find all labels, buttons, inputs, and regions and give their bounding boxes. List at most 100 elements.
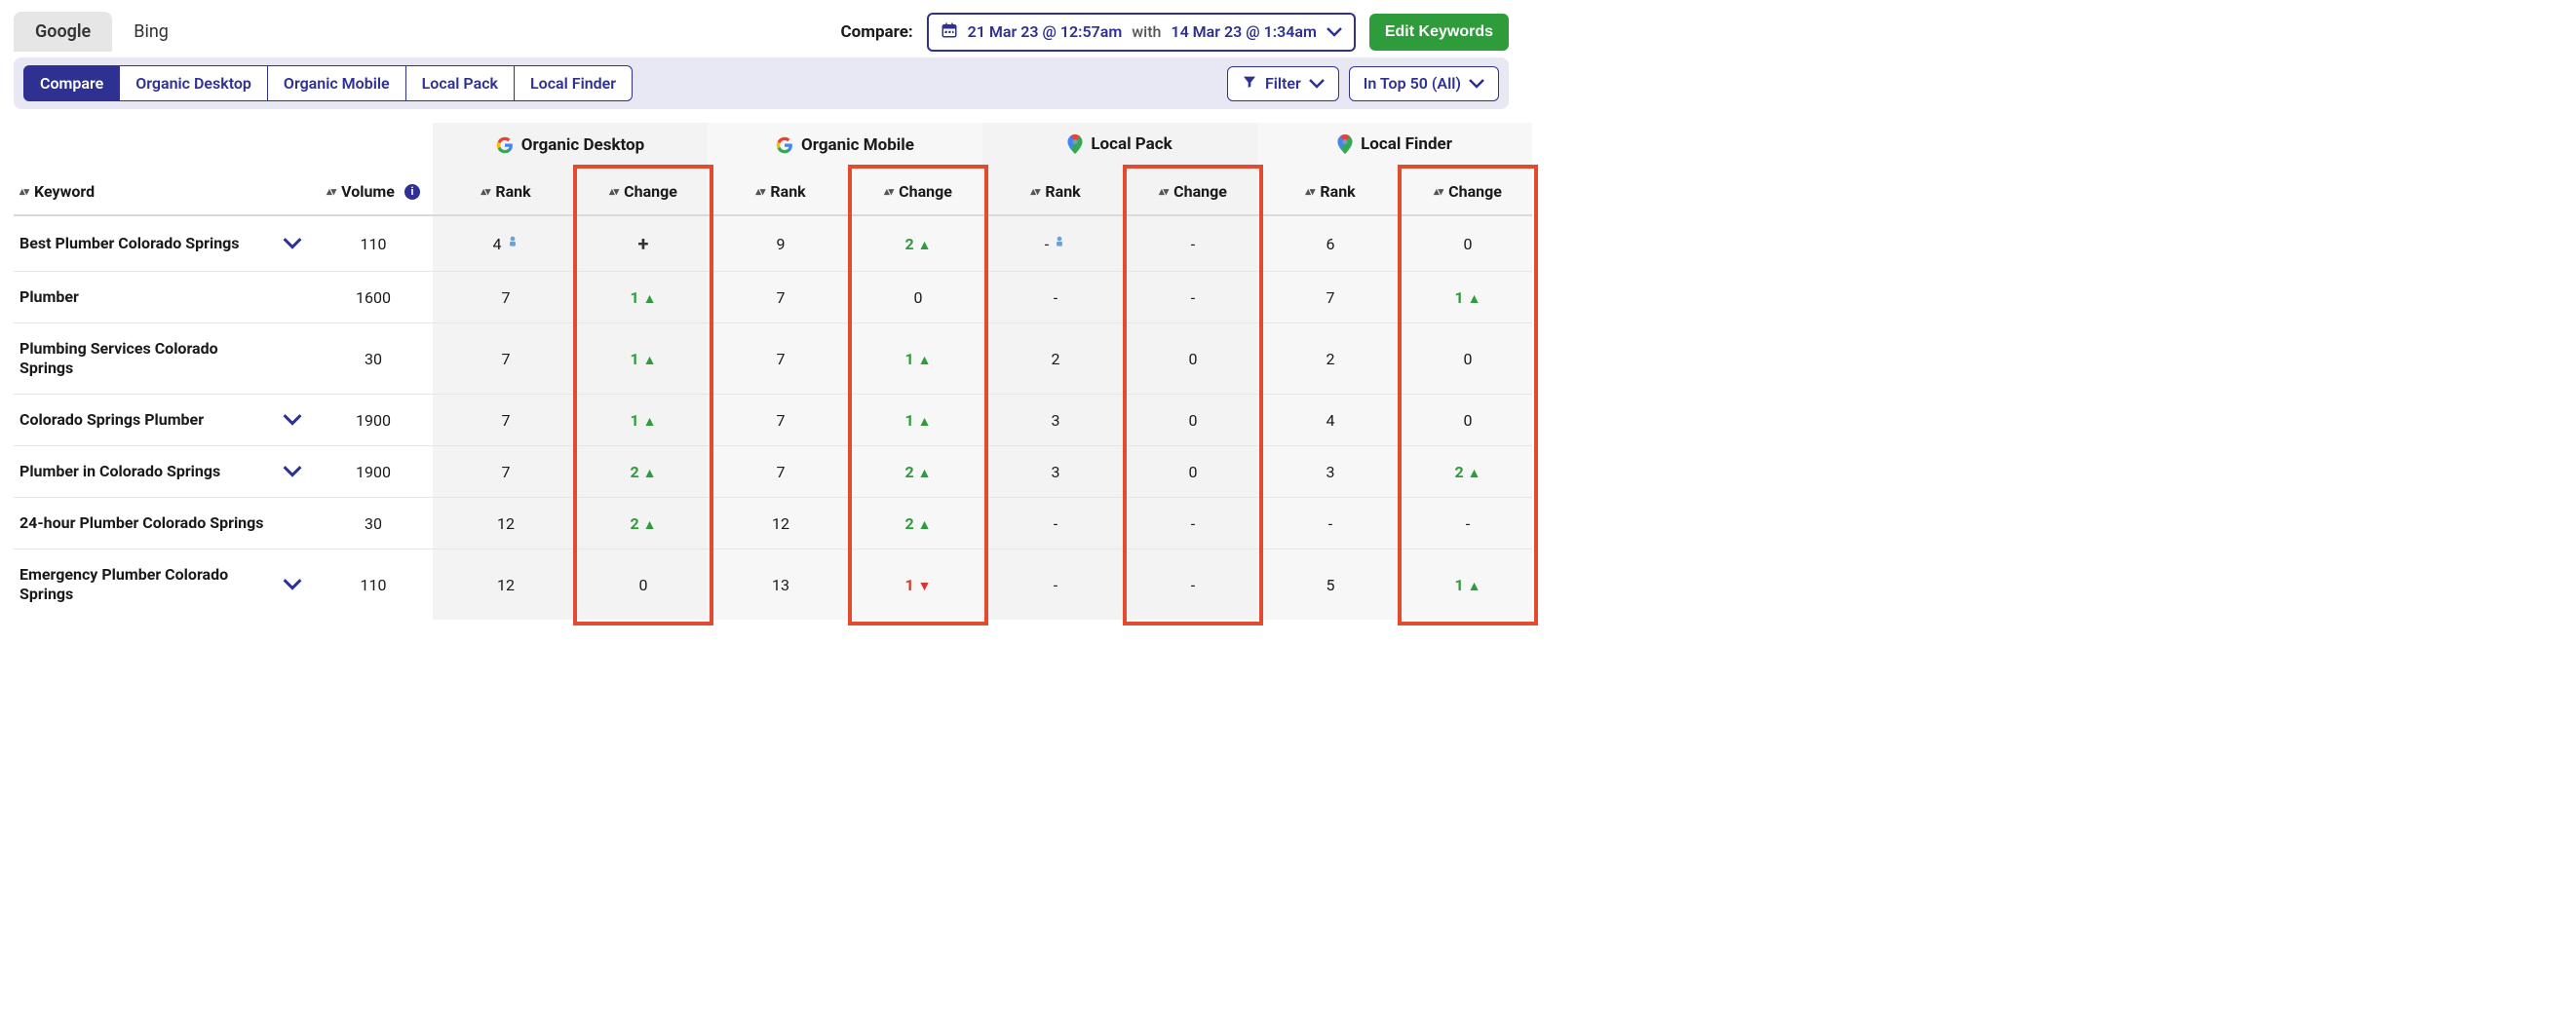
od-rank-cell: 7 [433, 323, 579, 395]
lf-change-cell: 2▲ [1403, 446, 1532, 498]
od-rank-cell: 4 [433, 215, 579, 272]
om-change-cell: 2▲ [854, 498, 982, 549]
od-rank-cell: 12 [433, 549, 579, 621]
group-header-organic-mobile: Organic Mobile [708, 123, 982, 170]
arrow-up-icon: ▲ [918, 238, 932, 253]
filter-button[interactable]: Filter [1227, 66, 1339, 101]
lp-rank-cell: - [982, 272, 1129, 323]
chevron-down-icon [1309, 74, 1325, 93]
lp-rank-cell: 2 [982, 323, 1129, 395]
lp-change-cell: 0 [1129, 395, 1257, 446]
col-volume[interactable]: ▴▾Volumei [314, 170, 433, 215]
od-rank-cell: 7 [433, 272, 579, 323]
om-rank-cell: 7 [708, 323, 854, 395]
om-change-cell: 1▼ [854, 549, 982, 621]
tab-google[interactable]: Google [14, 12, 112, 52]
lp-rank-cell: 3 [982, 446, 1129, 498]
volume-cell: 1900 [314, 395, 433, 446]
keyword-text: Plumber [19, 287, 79, 307]
om-rank-cell: 7 [708, 446, 854, 498]
tab-bing[interactable]: Bing [112, 12, 190, 52]
col-lf-rank[interactable]: ▴▾Rank [1257, 170, 1403, 215]
view-tab-organic-desktop[interactable]: Organic Desktop [120, 65, 268, 101]
lp-rank-cell: - [982, 498, 1129, 549]
om-rank-cell: 7 [708, 272, 854, 323]
compare-with-text: with [1132, 22, 1161, 41]
view-tab-local-pack[interactable]: Local Pack [406, 65, 515, 101]
lf-rank-cell: 5 [1257, 549, 1403, 621]
top-bar: Google Bing Compare: 21 Mar 23 @ 12:57am… [14, 12, 1509, 52]
expand-row-icon[interactable] [283, 235, 302, 253]
expand-row-icon[interactable] [283, 463, 302, 481]
col-lp-change[interactable]: ▴▾Change [1129, 170, 1257, 215]
calendar-icon [941, 21, 958, 43]
col-lp-rank[interactable]: ▴▾Rank [982, 170, 1129, 215]
lf-rank-cell: 7 [1257, 272, 1403, 323]
group-header-local-pack: Local Pack [982, 123, 1257, 170]
om-rank-cell: 13 [708, 549, 854, 621]
table-row: Plumber in Colorado Springs190072▲72▲303… [14, 446, 1532, 498]
sort-icon: ▴▾ [19, 186, 28, 197]
view-tab-compare[interactable]: Compare [23, 65, 120, 101]
table-row: 24-hour Plumber Colorado Springs30122▲12… [14, 498, 1532, 549]
om-change-cell: 0 [854, 272, 982, 323]
table-row: Plumbing Services Colorado Springs3071▲7… [14, 323, 1532, 395]
lp-change-cell: 0 [1129, 323, 1257, 395]
lf-rank-cell: 4 [1257, 395, 1403, 446]
lp-rank-cell: 3 [982, 395, 1129, 446]
lf-rank-cell: 2 [1257, 323, 1403, 395]
expand-row-icon[interactable] [283, 411, 302, 430]
sort-icon: ▴▾ [1434, 186, 1442, 197]
keyword-text: Plumbing Services Colorado Springs [19, 339, 273, 378]
sort-icon: ▴▾ [1305, 186, 1314, 197]
om-rank-cell: 7 [708, 395, 854, 446]
sort-icon: ▴▾ [1159, 186, 1168, 197]
od-rank-cell: 12 [433, 498, 579, 549]
keyword-text: Best Plumber Colorado Springs [19, 234, 240, 253]
od-change-cell: 2▲ [579, 446, 708, 498]
sort-icon: ▴▾ [327, 186, 335, 197]
col-om-change[interactable]: ▴▾Change [854, 170, 982, 215]
lp-change-cell: - [1129, 215, 1257, 272]
rank-table: Organic Desktop Organic Mobile Local Pac… [14, 123, 1509, 620]
lp-rank-cell: - [982, 549, 1129, 621]
arrow-up-icon: ▲ [918, 517, 932, 533]
info-icon[interactable]: i [404, 184, 420, 200]
col-od-rank[interactable]: ▴▾Rank [433, 170, 579, 215]
col-od-change[interactable]: ▴▾Change [579, 170, 708, 215]
in-top-button-label: In Top 50 (All) [1364, 74, 1461, 93]
arrow-up-icon: ▲ [643, 291, 657, 307]
keyword-text: Emergency Plumber Colorado Springs [19, 565, 273, 604]
arrow-up-icon: ▲ [918, 353, 932, 368]
col-keyword[interactable]: ▴▾Keyword [14, 170, 314, 215]
view-tab-organic-mobile[interactable]: Organic Mobile [268, 65, 406, 101]
in-top-button[interactable]: In Top 50 (All) [1349, 66, 1499, 101]
om-change-cell: 2▲ [854, 215, 982, 272]
table-row: Plumber160071▲70--71▲ [14, 272, 1532, 323]
lp-change-cell: - [1129, 272, 1257, 323]
keyword-text: Colorado Springs Plumber [19, 410, 204, 430]
od-change-cell: 1▲ [579, 395, 708, 446]
od-change-cell: 1▲ [579, 272, 708, 323]
arrow-up-icon: ▲ [1468, 579, 1481, 594]
serp-feature-icon [1053, 238, 1066, 251]
filter-bar: Compare Organic Desktop Organic Mobile L… [14, 57, 1509, 109]
om-change-cell: 1▲ [854, 323, 982, 395]
compare-date-2: 14 Mar 23 @ 1:34am [1171, 22, 1316, 41]
sort-icon: ▴▾ [481, 186, 489, 197]
expand-row-icon[interactable] [283, 576, 302, 594]
om-change-cell: 2▲ [854, 446, 982, 498]
date-range-selector[interactable]: 21 Mar 23 @ 12:57am with 14 Mar 23 @ 1:3… [927, 13, 1356, 52]
view-tab-local-finder[interactable]: Local Finder [515, 65, 633, 101]
table-row: Colorado Springs Plumber190071▲71▲3040 [14, 395, 1532, 446]
col-om-rank[interactable]: ▴▾Rank [708, 170, 854, 215]
od-rank-cell: 7 [433, 395, 579, 446]
lp-change-cell: 0 [1129, 446, 1257, 498]
col-lf-change[interactable]: ▴▾Change [1403, 170, 1532, 215]
keyword-text: 24-hour Plumber Colorado Springs [19, 513, 264, 533]
filter-button-label: Filter [1265, 74, 1301, 93]
edit-keywords-button[interactable]: Edit Keywords [1369, 14, 1509, 51]
arrow-up-icon: ▲ [643, 414, 657, 430]
column-header-row: ▴▾Keyword ▴▾Volumei ▴▾Rank ▴▾Change ▴▾Ra… [14, 170, 1532, 215]
lf-rank-cell: 3 [1257, 446, 1403, 498]
